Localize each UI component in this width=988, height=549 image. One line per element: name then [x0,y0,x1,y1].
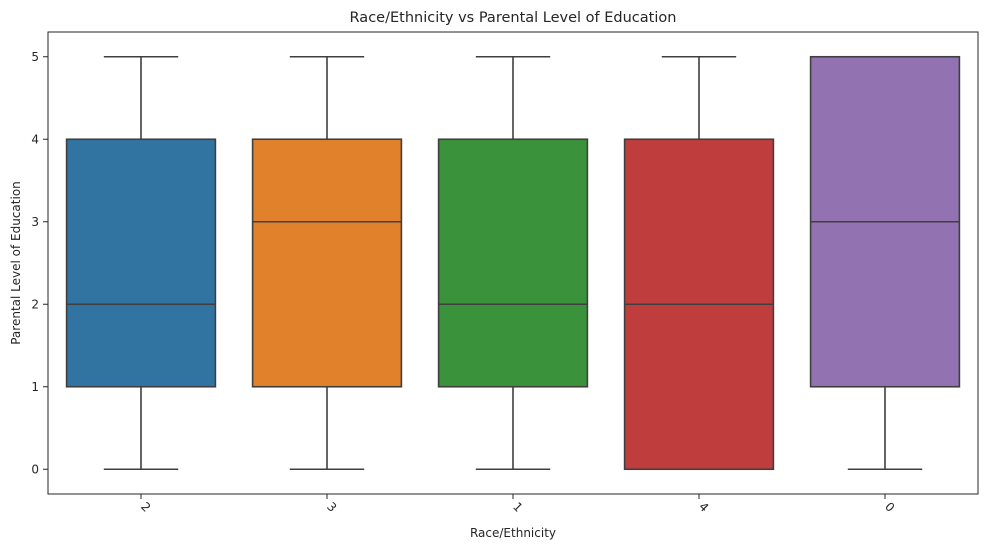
x-axis-label: Race/Ethnicity [470,526,556,540]
y-tick-label: 4 [31,132,39,146]
y-tick-label: 1 [31,380,39,394]
y-tick-label: 5 [31,50,39,64]
y-tick-label: 3 [31,215,39,229]
x-tick-label: 0 [882,500,897,515]
y-tick-label: 0 [31,462,39,476]
plot-area: 2 3 1 4 0 0 1 2 3 4 5 [31,31,979,515]
x-tick-label: 4 [696,500,711,515]
x-tick-label: 3 [324,500,339,515]
plot-frame [47,31,979,495]
x-tick-label: 2 [138,500,153,515]
box-2 [65,138,217,388]
chart-title: Race/Ethnicity vs Parental Level of Educ… [350,10,677,26]
y-axis-label: Parental Level of Education [9,181,23,345]
box-1 [437,138,589,388]
x-tick-label: 1 [510,500,525,515]
y-tick-label: 2 [31,297,39,311]
box-3 [251,138,403,388]
